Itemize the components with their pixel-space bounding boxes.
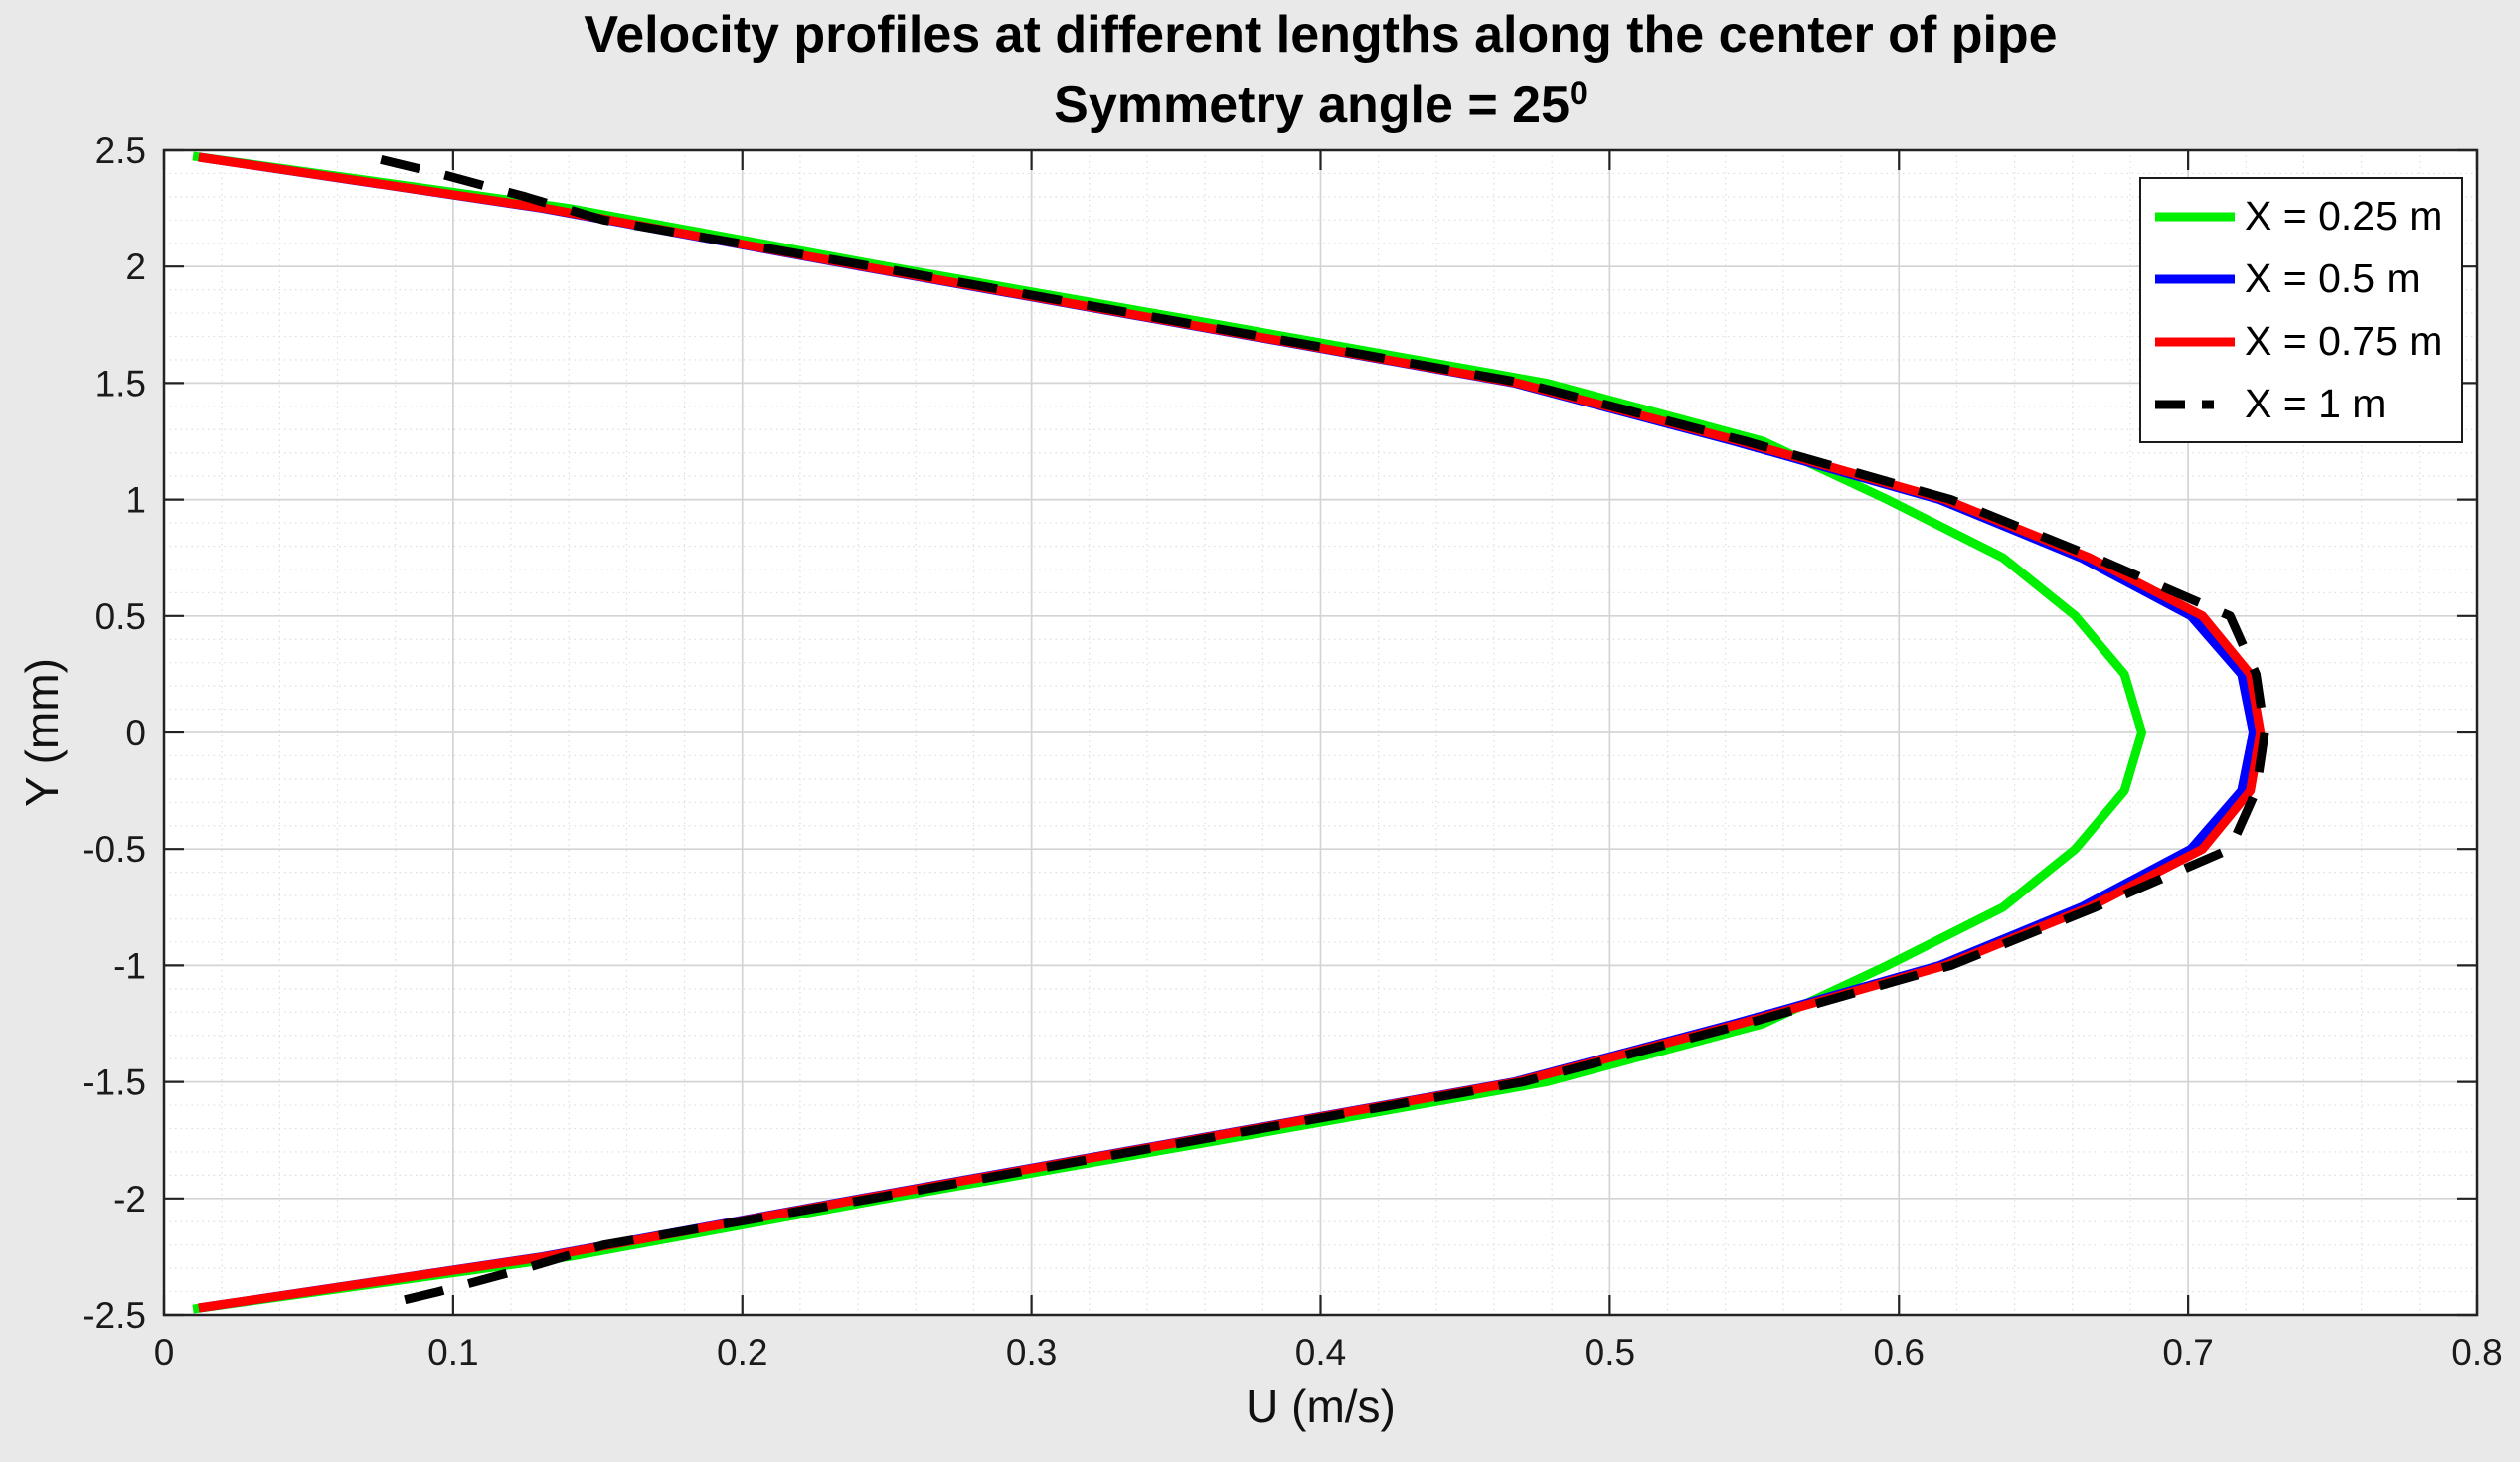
- svg-text:0.1: 0.1: [427, 1332, 478, 1373]
- svg-text:0.5: 0.5: [1585, 1332, 1635, 1373]
- svg-text:0.2: 0.2: [717, 1332, 767, 1373]
- legend-label-x075: X = 0.75 m: [2245, 318, 2443, 364]
- x-tick-labels: 0 0.1 0.2 0.3 0.4 0.5 0.6 0.7 0.8: [154, 1332, 2503, 1373]
- y-axis-label: Y (mm): [16, 658, 68, 807]
- legend-line-sample-green-icon: [2155, 212, 2235, 221]
- legend-item-x1: X = 1 m: [2153, 373, 2453, 435]
- svg-text:0: 0: [125, 713, 146, 753]
- chart-title-block: Velocity profiles at different lengths a…: [164, 6, 2477, 135]
- major-grid: [164, 150, 2477, 1315]
- svg-text:0.4: 0.4: [1295, 1332, 1346, 1373]
- svg-text:0.5: 0.5: [95, 596, 146, 637]
- series-line-3: [380, 155, 2269, 1310]
- svg-text:-1: -1: [113, 945, 146, 986]
- chart-title: Velocity profiles at different lengths a…: [584, 6, 2058, 64]
- legend-line-sample-blue-icon: [2155, 274, 2235, 283]
- svg-text:0.8: 0.8: [2451, 1332, 2502, 1373]
- svg-text:1.5: 1.5: [95, 363, 146, 404]
- chart-subtitle: Symmetry angle = 250: [164, 76, 2477, 135]
- legend-box: X = 0.25 m X = 0.5 m X = 0.75 m X = 1 m: [2139, 177, 2463, 443]
- svg-text:-2: -2: [113, 1179, 146, 1219]
- x-axis-label: U (m/s): [1246, 1381, 1396, 1432]
- chart-subtitle-superscript: 0: [1570, 75, 1588, 111]
- axis-ticks: [162, 148, 2479, 1317]
- svg-text:2: 2: [125, 246, 146, 287]
- svg-text:0.6: 0.6: [1874, 1332, 1925, 1373]
- legend-line-sample-red-icon: [2155, 337, 2235, 346]
- legend-item-x05: X = 0.5 m: [2153, 247, 2453, 310]
- svg-text:0: 0: [154, 1332, 175, 1373]
- legend-label-x025: X = 0.25 m: [2245, 193, 2443, 239]
- legend-item-x025: X = 0.25 m: [2153, 185, 2453, 247]
- y-tick-labels: 2.5 2 1.5 1 0.5 0 -0.5 -1 -1.5 -2 -2.5: [83, 130, 146, 1336]
- svg-text:2.5: 2.5: [95, 130, 146, 171]
- svg-text:0.3: 0.3: [1006, 1332, 1057, 1373]
- legend-line-sample-black-dashed-icon: [2155, 400, 2235, 408]
- legend-label-x05: X = 0.5 m: [2245, 255, 2421, 301]
- series-curves: [192, 151, 2269, 1314]
- svg-text:-1.5: -1.5: [83, 1062, 146, 1103]
- svg-text:0.7: 0.7: [2162, 1332, 2213, 1373]
- legend-label-x1: X = 1 m: [2245, 381, 2387, 426]
- legend-item-x075: X = 0.75 m: [2153, 310, 2453, 373]
- svg-text:-0.5: -0.5: [83, 829, 146, 870]
- svg-text:1: 1: [125, 480, 146, 521]
- svg-text:-2.5: -2.5: [83, 1295, 146, 1336]
- chart-subtitle-text: Symmetry angle = 25: [1054, 76, 1571, 134]
